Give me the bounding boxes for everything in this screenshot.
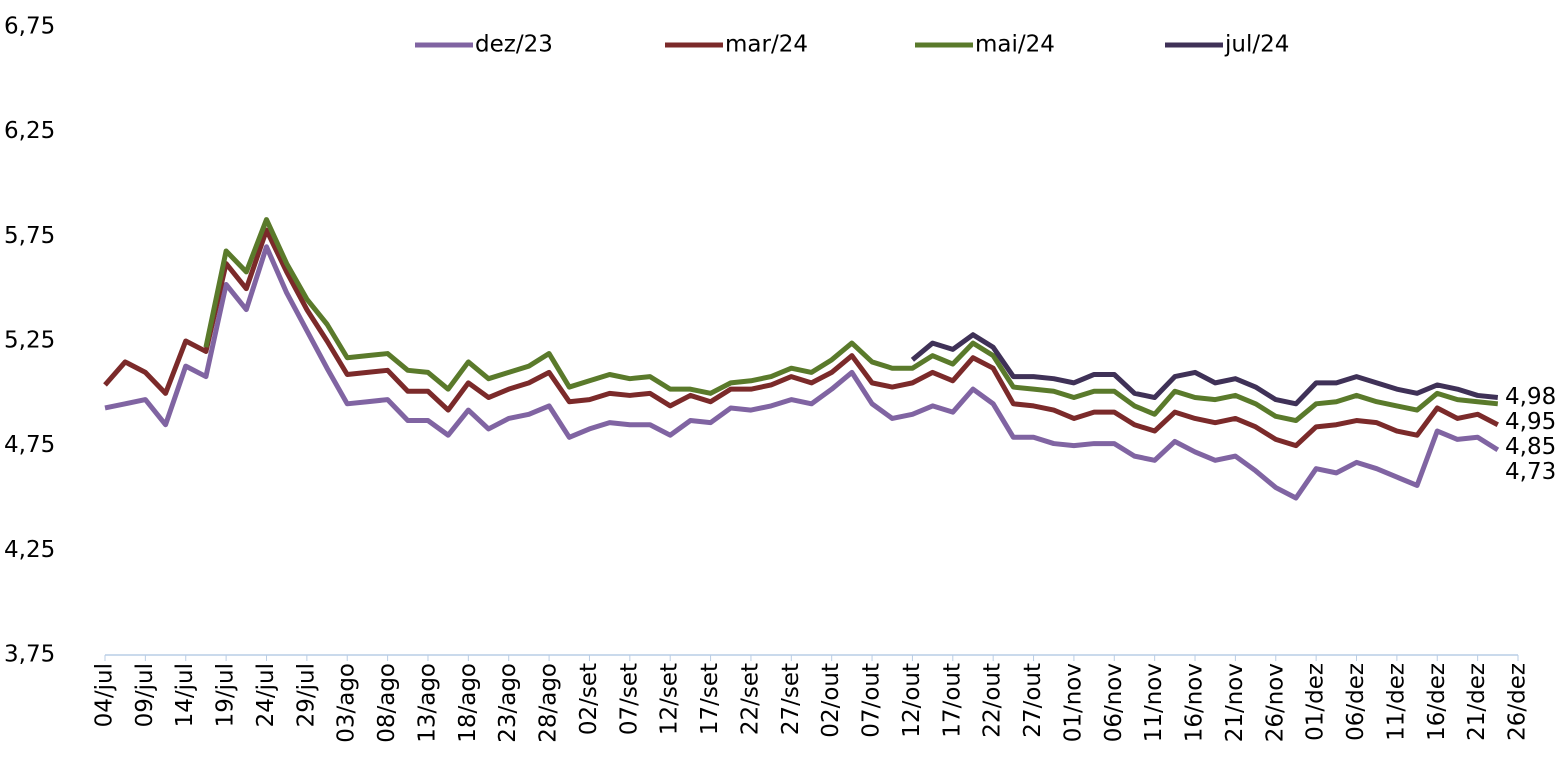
- x-tick-label: 14/jul: [172, 663, 198, 727]
- series-line: [103, 227, 1499, 449]
- series-line: [910, 332, 1499, 407]
- x-tick-label: 12/out: [899, 663, 925, 738]
- x-tick-label: 26/nov: [1262, 663, 1288, 742]
- x-tick-label: 21/nov: [1222, 663, 1248, 742]
- end-label: 4,95: [1505, 409, 1556, 435]
- x-tick-label: 11/dez: [1383, 663, 1409, 741]
- y-tick-label: 6,75: [4, 14, 55, 40]
- x-tick-label: 17/out: [939, 663, 965, 738]
- x-tick-label: 01/dez: [1303, 663, 1329, 741]
- y-tick-label: 4,25: [4, 537, 55, 563]
- legend-label: dez/23: [475, 32, 553, 58]
- x-tick-label: 11/nov: [1141, 663, 1167, 742]
- x-tick-label: 07/out: [859, 663, 885, 738]
- y-tick-label: 6,25: [4, 118, 55, 144]
- x-tick-label: 27/set: [778, 663, 804, 735]
- x-tick-label: 13/ago: [414, 663, 440, 743]
- x-tick-label: 21/dez: [1464, 663, 1490, 741]
- x-tick-label: 04/jul: [92, 663, 118, 727]
- x-tick-label: 16/dez: [1424, 663, 1450, 741]
- y-tick-label: 4,75: [4, 432, 55, 458]
- x-tick-label: 22/out: [980, 663, 1006, 738]
- x-tick-label: 18/ago: [455, 663, 481, 743]
- x-tick-label: 12/set: [657, 663, 683, 735]
- x-tick-label: 24/jul: [253, 663, 279, 727]
- x-tick-label: 01/nov: [1060, 663, 1086, 742]
- x-tick-label: 26/dez: [1505, 663, 1531, 741]
- legend-label: mai/24: [975, 32, 1055, 58]
- x-tick-label: 02/out: [818, 663, 844, 738]
- x-tick-label: 06/nov: [1101, 663, 1127, 742]
- x-tick-label: 06/dez: [1343, 663, 1369, 741]
- x-tick-label: 28/ago: [536, 663, 562, 743]
- legend-label: mar/24: [725, 32, 808, 58]
- x-tick-label: 07/set: [616, 663, 642, 735]
- x-tick-label: 02/set: [576, 663, 602, 735]
- x-tick-label: 09/jul: [132, 663, 158, 727]
- end-label: 4,98: [1505, 384, 1556, 410]
- y-tick-label: 5,75: [4, 223, 55, 249]
- end-label: 4,73: [1505, 459, 1556, 485]
- x-tick-label: 29/jul: [293, 663, 319, 727]
- y-tick-label: 5,25: [4, 328, 55, 354]
- series-line: [203, 217, 1499, 424]
- x-tick-label: 16/nov: [1182, 663, 1208, 742]
- legend-label: jul/24: [1224, 32, 1289, 58]
- x-tick-label: 27/out: [1020, 663, 1046, 738]
- x-tick-label: 17/set: [697, 663, 723, 735]
- x-tick-label: 08/ago: [374, 663, 400, 743]
- x-tick-label: 23/ago: [495, 663, 521, 743]
- x-tick-label: 22/set: [737, 663, 763, 735]
- series-line: [104, 244, 1500, 501]
- x-tick-label: 19/jul: [213, 663, 239, 727]
- end-label: 4,85: [1505, 434, 1556, 460]
- x-tick-label: 03/ago: [334, 663, 360, 743]
- y-tick-label: 3,75: [4, 642, 55, 668]
